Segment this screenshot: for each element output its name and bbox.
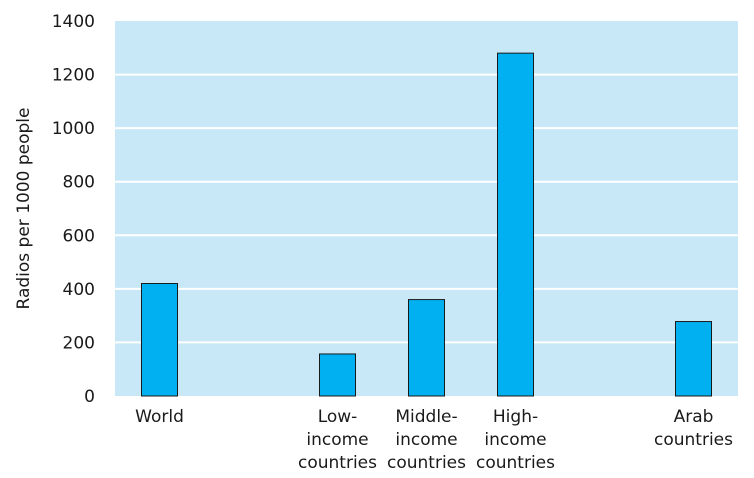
y-axis-title: Radios per 1000 people — [14, 108, 34, 310]
x-category-label: Low-income countries — [298, 407, 377, 473]
y-tick-label: 1200 — [52, 66, 95, 86]
x-category-label: World — [135, 407, 184, 427]
x-category-label: High-income countries — [476, 407, 555, 473]
bar — [408, 299, 445, 397]
bars — [141, 52, 712, 397]
y-tick-label: 1400 — [52, 12, 95, 32]
y-tick-label: 800 — [63, 173, 95, 193]
bar — [141, 283, 178, 397]
y-tick-label: 200 — [63, 333, 95, 353]
y-tick-label: 1000 — [52, 119, 95, 139]
x-category-label: Middle-income countries — [387, 407, 466, 473]
gridlines — [115, 73, 738, 344]
y-tick-label: 400 — [63, 280, 95, 300]
y-axis-ticks: 0 200 400 600 800 1000 1200 1400 — [52, 12, 95, 407]
y-tick-label: 0 — [84, 387, 95, 407]
bar — [497, 52, 534, 397]
y-tick-label: 600 — [63, 226, 95, 246]
x-category-label: Arab countries — [654, 407, 733, 450]
bar — [675, 321, 712, 397]
bar — [319, 353, 356, 397]
